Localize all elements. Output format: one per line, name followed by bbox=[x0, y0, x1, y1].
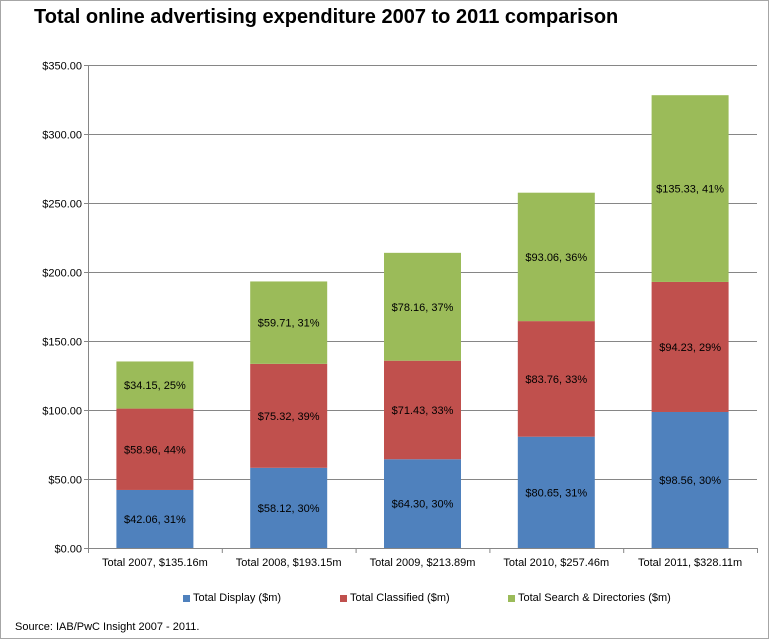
bar-segment-display bbox=[384, 459, 461, 548]
data-label-classified: $83.76, 33% bbox=[525, 374, 587, 386]
y-tick-label: $100.00 bbox=[42, 406, 82, 418]
legend-label-display: Total Display ($m) bbox=[193, 592, 282, 604]
data-label-display: $58.12, 30% bbox=[258, 503, 320, 515]
data-label-classified: $58.96, 44% bbox=[124, 444, 186, 456]
data-label-search: $135.33, 41% bbox=[656, 184, 724, 196]
data-label-classified: $71.43, 33% bbox=[392, 405, 454, 417]
bar-segment-classified bbox=[651, 281, 729, 412]
data-label-search: $59.71, 31% bbox=[258, 318, 320, 330]
bar-segment-classified bbox=[250, 363, 328, 468]
data-label-classified: $94.23, 29% bbox=[659, 342, 721, 354]
x-tick-label: Total 2008, $193.15m bbox=[236, 557, 342, 569]
data-label-display: $42.06, 31% bbox=[124, 514, 186, 526]
legend-item-search: Total Search & Directories ($m) bbox=[508, 592, 671, 604]
x-tick-label: Total 2009, $213.89m bbox=[370, 557, 476, 569]
bar-segment-classified bbox=[384, 360, 461, 460]
y-tick-label: $150.00 bbox=[42, 337, 82, 349]
data-label-search: $78.16, 37% bbox=[392, 302, 454, 314]
legend-item-classified: Total Classified ($m) bbox=[340, 592, 450, 604]
chart-title: Total online advertising expenditure 200… bbox=[34, 6, 619, 28]
legend-item-display: Total Display ($m) bbox=[183, 592, 281, 604]
data-label-display: $80.65, 31% bbox=[525, 487, 587, 499]
y-tick-label: $0.00 bbox=[54, 544, 82, 556]
x-tick-label: Total 2010, $257.46m bbox=[503, 557, 609, 569]
data-label-search: $93.06, 36% bbox=[525, 252, 587, 264]
y-tick-label: $50.00 bbox=[48, 475, 82, 487]
legend-swatch-classified bbox=[340, 594, 347, 602]
y-tick-label: $200.00 bbox=[42, 268, 82, 280]
legend-label-classified: Total Classified ($m) bbox=[350, 592, 450, 604]
bar-segment-search bbox=[116, 361, 194, 409]
data-label-classified: $75.32, 39% bbox=[258, 411, 320, 423]
bar-segment-display bbox=[651, 411, 729, 548]
bar-segment-display bbox=[250, 467, 328, 548]
x-tick-label: Total 2007, $135.16m bbox=[102, 557, 208, 569]
bar-segment-classified bbox=[116, 408, 194, 490]
source-note: Source: IAB/PwC Insight 2007 - 2011. bbox=[15, 621, 200, 633]
legend-label-search: Total Search & Directories ($m) bbox=[518, 592, 671, 604]
bar-segment-search bbox=[250, 281, 328, 364]
bar-segment-search bbox=[384, 252, 461, 361]
bar-segment-display bbox=[116, 489, 194, 548]
x-tick-label: Total 2011, $328.11m bbox=[638, 557, 742, 569]
legend-swatch-search bbox=[508, 594, 515, 602]
y-tick-label: $350.00 bbox=[42, 61, 82, 73]
y-tick-label: $250.00 bbox=[42, 199, 82, 211]
bar-segment-classified bbox=[517, 321, 595, 437]
data-label-search: $34.15, 25% bbox=[124, 380, 186, 392]
bar-segment-search bbox=[517, 192, 595, 322]
data-label-display: $98.56, 30% bbox=[659, 475, 721, 487]
data-label-display: $64.30, 30% bbox=[392, 499, 454, 511]
legend-swatch-display bbox=[183, 594, 190, 602]
bar-segment-display bbox=[517, 436, 595, 548]
y-tick-label: $300.00 bbox=[42, 130, 82, 142]
bar-segment-search bbox=[651, 95, 729, 282]
